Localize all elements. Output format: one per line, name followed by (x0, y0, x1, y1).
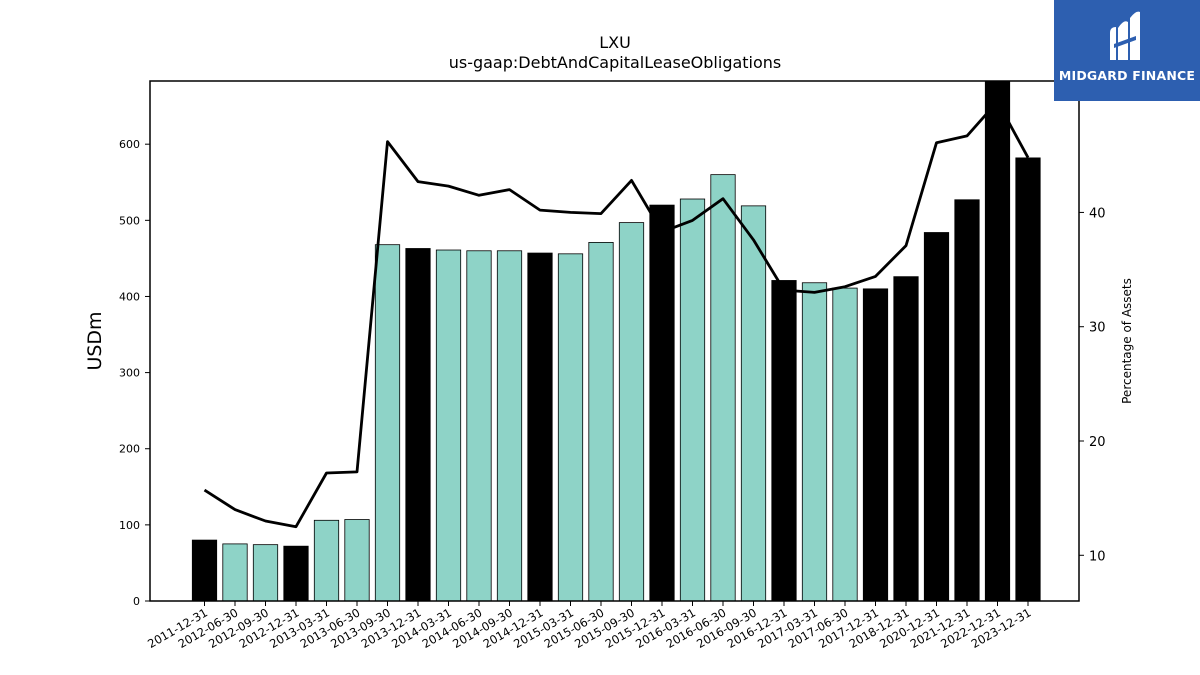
y2-tick-label: 20 (1089, 435, 1106, 450)
bar-2018-12-31 (893, 276, 919, 602)
left-axis: 0 100 200 300 400 500 600 (119, 138, 150, 608)
y-tick-label: 200 (119, 443, 140, 456)
bar-2021-12-31 (954, 199, 980, 602)
right-axis: 10 20 30 40 (1079, 206, 1106, 564)
bar-2011-12-31 (191, 539, 218, 602)
y-tick-label: 600 (119, 138, 140, 151)
midgard-finance-logo: MIDGARD FINANCE (1054, 0, 1200, 101)
bar-2012-12-31 (283, 545, 309, 602)
bar-series (191, 80, 1041, 602)
logo-text: MIDGARD FINANCE (1058, 68, 1196, 83)
midgard-logo-icon (1110, 11, 1140, 61)
bar-2015-09-30 (618, 222, 645, 602)
bar-2020-12-31 (923, 232, 950, 602)
bar-2015-06-30 (588, 242, 614, 602)
bar-2014-03-31 (435, 249, 462, 602)
y2-tick-label: 10 (1089, 549, 1106, 564)
x-axis: 2011-12-312012-06-302012-09-302012-12-31… (145, 601, 1034, 651)
y-axis-label: USDm (84, 311, 106, 370)
bar-2016-03-31 (679, 198, 706, 602)
chart-title: LXU (599, 33, 631, 52)
bar-2016-09-30 (740, 205, 767, 602)
bar-2014-12-31 (527, 252, 553, 602)
y-tick-label: 300 (119, 367, 140, 380)
bar-2014-09-30 (496, 250, 523, 602)
bar-2013-09-30 (374, 244, 401, 602)
y2-tick-label: 30 (1089, 321, 1106, 336)
bar-2015-03-31 (557, 253, 584, 602)
y2-tick-label: 40 (1089, 206, 1106, 221)
bar-2016-06-30 (710, 174, 736, 602)
bar-2012-06-30 (222, 543, 248, 602)
y-tick-label: 500 (119, 214, 140, 227)
bar-2017-06-30 (832, 287, 858, 602)
bar-2017-03-31 (801, 282, 828, 602)
bar-2013-03-31 (313, 519, 340, 602)
chart-subtitle: us-gaap:DebtAndCapitalLeaseObligations (449, 53, 782, 72)
y-tick-label: 100 (119, 519, 140, 532)
bar-2015-12-31 (649, 204, 675, 602)
y-tick-label: 400 (119, 290, 140, 303)
bar-2017-12-31 (862, 288, 889, 602)
bar-2022-12-31 (984, 80, 1011, 602)
percentage-line (203, 100, 1030, 529)
plot-frame (149, 80, 1080, 602)
bar-2013-12-31 (405, 248, 431, 602)
bar-2013-06-30 (344, 519, 370, 602)
y2-axis-label: Percentage of Assets (1120, 278, 1134, 404)
bar-2014-06-30 (466, 250, 492, 602)
bar-2012-09-30 (252, 544, 279, 602)
y-tick-label: 0 (133, 595, 140, 608)
line-series (203, 100, 1030, 529)
bar-2016-12-31 (771, 280, 797, 602)
bar-2023-12-31 (1015, 157, 1041, 602)
